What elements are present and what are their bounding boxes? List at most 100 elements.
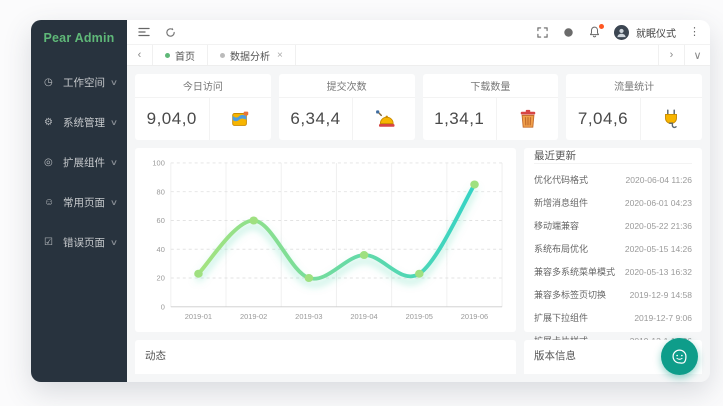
- tab-data-analysis[interactable]: 数据分析 ×: [208, 45, 296, 65]
- update-label: 优化代码格式: [534, 175, 589, 185]
- svg-text:2019-03: 2019-03: [295, 312, 322, 321]
- update-date: 2019-12-9 14:58: [629, 289, 692, 300]
- list-item: 新增消息组件 2020-06-01 04:23: [534, 191, 692, 214]
- visits-line-chart: 0 20 40 60 80 100 2019-01 2019-02 2019-03 2019-04…: [135, 148, 516, 332]
- smile-icon: ☺: [44, 196, 55, 208]
- svg-text:2019-02: 2019-02: [240, 312, 267, 321]
- topbar: 就眠仪式 ⋮: [127, 20, 710, 44]
- svg-text:0: 0: [161, 303, 165, 312]
- notification-badge: [599, 23, 604, 29]
- close-tab-icon[interactable]: ×: [277, 49, 283, 61]
- recent-updates-panel: 最近更新 优化代码格式 2020-06-04 11:26 新增消息组件 2020…: [524, 148, 702, 346]
- sidebar-item-label: 系统管理: [63, 116, 105, 129]
- chevron-down-icon: ∨: [109, 77, 119, 87]
- stat-card-traffic-stats: 流量统计 7,04,6: [566, 74, 702, 140]
- gear-icon: ⚙: [44, 116, 53, 128]
- chevron-down-icon: ∨: [109, 117, 119, 127]
- fullscreen-icon[interactable]: [536, 26, 549, 39]
- tabbar: ‹ 首页 数据分析 × › ∨: [127, 44, 710, 66]
- clock-icon: ◷: [44, 76, 53, 88]
- svg-text:80: 80: [157, 188, 165, 197]
- tabs-scroll-left-icon[interactable]: ‹: [127, 45, 153, 65]
- svg-text:2019-01: 2019-01: [185, 312, 212, 321]
- sidebar-item-system[interactable]: ⚙ 系统管理 ∨: [31, 102, 127, 142]
- list-item: 兼容多系统菜单模式 2020-05-13 16:32: [534, 260, 692, 283]
- sidebar-item-extension[interactable]: ◎ 扩展组件 ∨: [31, 142, 127, 182]
- user-avatar[interactable]: [614, 24, 629, 40]
- update-label: 兼容多标签页切换: [534, 290, 607, 300]
- stat-value: 6,34,4: [279, 98, 354, 140]
- sidebar-item-error-pages[interactable]: ☑ 错误页面 ∨: [31, 222, 127, 262]
- update-date: 2020-05-13 16:32: [624, 266, 692, 277]
- sidebar-item-label: 错误页面: [63, 236, 105, 249]
- update-label: 新增消息组件: [534, 198, 589, 208]
- list-item: 移动端兼容 2020-05-22 21:36: [534, 214, 692, 237]
- update-list: 优化代码格式 2020-06-04 11:26 新增消息组件 2020-06-0…: [534, 164, 692, 352]
- activity-panel: 动态: [135, 340, 516, 374]
- svg-text:2019-05: 2019-05: [406, 312, 433, 321]
- list-item: 扩展下拉组件 2019-12-7 9:06: [534, 306, 692, 329]
- notifications-bell-icon[interactable]: [588, 23, 604, 39]
- username-text[interactable]: 就眠仪式: [636, 28, 676, 40]
- update-label: 系统布局优化: [534, 244, 589, 254]
- update-date: 2020-05-22 21:36: [624, 220, 692, 231]
- tabs: 首页 数据分析 ×: [153, 45, 658, 65]
- middle-row: 0 20 40 60 80 100 2019-01 2019-02 2019-03 2019-04…: [135, 148, 702, 346]
- app-logo: Pear Admin: [43, 31, 115, 45]
- svg-text:100: 100: [152, 159, 164, 168]
- chevron-down-icon: ∨: [109, 197, 119, 207]
- tab-home[interactable]: 首页: [153, 45, 208, 65]
- update-label: 扩展下拉组件: [534, 313, 589, 323]
- tab-label: 首页: [175, 51, 195, 63]
- paint-bucket-icon: [210, 98, 271, 140]
- more-vertical-icon[interactable]: ⋮: [689, 25, 700, 38]
- app-window: Pear Admin ◷ 工作空间 ∨ ⚙ 系统管理 ∨ ◎ 扩展组件 ∨ ☺ …: [31, 20, 710, 382]
- chat-smile-icon: [672, 349, 687, 364]
- inactive-tab-dot: [220, 52, 225, 58]
- tab-label: 数据分析: [230, 51, 270, 63]
- bottom-row: 动态 版本信息: [135, 340, 702, 374]
- sidebar-item-label: 常用页面: [63, 196, 105, 209]
- tabs-dropdown-icon[interactable]: ∨: [684, 45, 710, 65]
- stat-value: 1,34,1: [423, 98, 497, 140]
- power-plug-icon: [641, 98, 702, 140]
- panel-title: 版本信息: [534, 350, 576, 362]
- svg-text:60: 60: [157, 216, 165, 225]
- chevron-down-icon: ∨: [109, 237, 119, 247]
- update-label: 移动端兼容: [534, 221, 580, 231]
- shield-icon: ☑: [44, 236, 53, 248]
- sidebar-item-workspace[interactable]: ◷ 工作空间 ∨: [31, 62, 127, 102]
- sidebar-item-common-pages[interactable]: ☺ 常用页面 ∨: [31, 182, 127, 222]
- trash-bin-icon: [497, 98, 558, 140]
- tabs-scroll-right-icon[interactable]: ›: [658, 45, 684, 65]
- main-area: 就眠仪式 ⋮ ‹ 首页 数据分析 × › ∨: [127, 20, 710, 382]
- sidebar-item-label: 扩展组件: [63, 156, 105, 169]
- theme-toggle-icon[interactable]: [562, 26, 575, 39]
- line-chart-svg: 0 20 40 60 80 100 2019-01 2019-02 2019-03 2019-04…: [152, 159, 503, 321]
- stat-title: 今日访问: [135, 74, 271, 98]
- chevron-down-icon: ∨: [109, 157, 119, 167]
- sidebar: Pear Admin ◷ 工作空间 ∨ ⚙ 系统管理 ∨ ◎ 扩展组件 ∨ ☺ …: [31, 20, 127, 382]
- update-date: 2020-05-15 14:26: [624, 243, 692, 254]
- list-item: 系统布局优化 2020-05-15 14:26: [534, 237, 692, 260]
- collapse-menu-icon[interactable]: [137, 26, 150, 39]
- list-item: 优化代码格式 2020-06-04 11:26: [534, 168, 692, 191]
- stat-card-submit-count: 提交次数 6,34,4: [278, 74, 415, 140]
- stat-card-download-count: 下载数量 1,34,1: [422, 74, 559, 140]
- active-tab-dot: [165, 52, 170, 58]
- panel-title: 动态: [145, 350, 166, 362]
- svg-text:40: 40: [157, 245, 165, 254]
- theme-settings-fab[interactable]: [661, 338, 698, 375]
- plugin-icon: ◎: [44, 156, 53, 168]
- page-content: 今日访问 9,04,0 提交次数 6,34,4: [127, 66, 710, 382]
- update-date: 2019-12-7 9:06: [634, 312, 692, 323]
- stat-title: 流量统计: [566, 74, 702, 98]
- stat-title: 下载数量: [422, 74, 559, 98]
- update-date: 2020-06-01 04:23: [624, 197, 692, 208]
- sidebar-item-label: 工作空间: [63, 76, 105, 89]
- stats-row: 今日访问 9,04,0 提交次数 6,34,4: [135, 74, 702, 140]
- refresh-icon[interactable]: [164, 26, 177, 39]
- update-date: 2020-06-04 11:26: [625, 174, 692, 185]
- update-label: 兼容多系统菜单模式: [534, 267, 616, 277]
- list-item: 兼容多标签页切换 2019-12-9 14:58: [534, 283, 692, 306]
